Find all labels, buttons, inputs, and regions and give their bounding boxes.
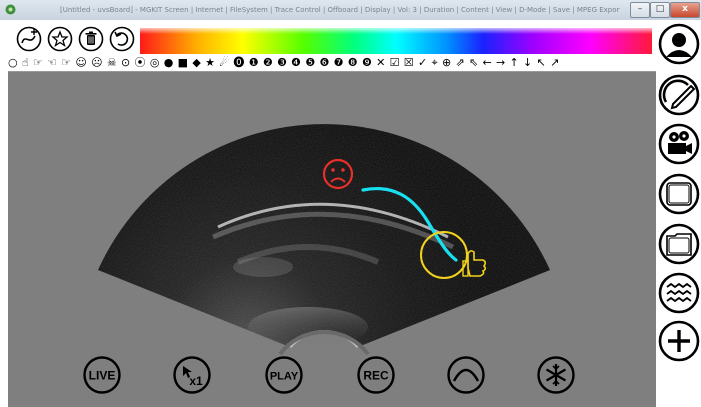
divider — [8, 71, 656, 72]
yellow-circle-marker[interactable] — [420, 231, 468, 279]
sidebar-item-add[interactable] — [658, 320, 700, 362]
blank-frame-icon — [658, 173, 700, 215]
rec-label: REC — [363, 369, 389, 383]
speed-label: x1 — [189, 374, 203, 388]
color-spectrum[interactable] — [140, 28, 652, 54]
live-label: LIVE — [89, 369, 116, 383]
maximize-button[interactable]: □ — [650, 2, 670, 18]
sidebar-item-waves[interactable] — [658, 272, 700, 314]
folder-frame-icon — [658, 223, 700, 265]
symbol-palette[interactable]: ○ ☝ ☞ ☜ ☞ ☺ ☹ ☠ ⊙ ⦿ ◎ ● ■ ◆ ★ ☄ ⓿ ❶ ❷ ❸ … — [8, 56, 560, 69]
freeze-button[interactable] — [536, 355, 576, 395]
tissue-echo — [217, 202, 449, 239]
thumbs-up-icon[interactable] — [462, 250, 487, 277]
undo-icon[interactable] — [109, 26, 135, 52]
play-button[interactable]: PLAY — [264, 355, 304, 395]
sidebar-item-gauge-edit[interactable] — [658, 74, 700, 116]
speed-button[interactable]: x1 — [172, 355, 212, 395]
snowflake-icon — [537, 356, 575, 394]
curve-icon — [447, 356, 485, 394]
waves-icon — [658, 272, 700, 314]
right-sidebar — [656, 20, 701, 407]
cyan-trace-line[interactable] — [361, 187, 458, 262]
add-icon — [658, 320, 700, 362]
close-button[interactable]: x — [670, 2, 700, 18]
sidebar-item-video[interactable] — [658, 123, 700, 165]
window-title-bar: [Untitled - uvsBoard] - MGKIT Screen | I… — [0, 0, 701, 21]
minimize-button[interactable]: – — [630, 2, 650, 18]
minimize-icon: – — [637, 4, 643, 14]
window-title: [Untitled - uvsBoard] - MGKIT Screen | I… — [60, 6, 620, 14]
app-icon — [5, 4, 16, 15]
star-add-icon[interactable] — [47, 26, 73, 52]
play-label: PLAY — [270, 371, 299, 383]
sidebar-item-blank-frame[interactable] — [658, 173, 700, 215]
sad-face-icon[interactable] — [322, 158, 354, 190]
video-camera-icon — [658, 123, 700, 165]
sidebar-item-folder[interactable] — [658, 223, 700, 265]
user-icon — [658, 23, 700, 65]
sidebar-item-user[interactable] — [658, 23, 700, 65]
curve-add-icon[interactable] — [16, 26, 42, 52]
trash-icon[interactable] — [78, 26, 104, 52]
close-icon: x — [682, 4, 688, 14]
gauge-edit-icon — [658, 74, 700, 116]
ultrasound-viewer[interactable] — [8, 72, 656, 407]
rec-button[interactable]: REC — [356, 355, 396, 395]
maximize-icon: □ — [655, 4, 665, 14]
curve-button[interactable] — [446, 355, 486, 395]
live-button[interactable]: LIVE — [82, 355, 122, 395]
